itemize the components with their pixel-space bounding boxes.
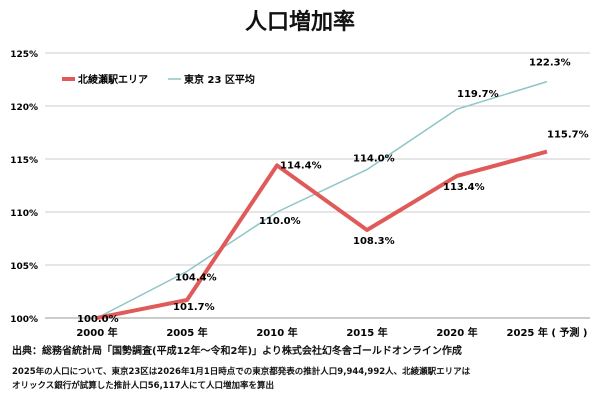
series-line [96,149,548,320]
x-tick-label: 2025 年 ( 予測 ) [507,326,588,339]
source-text: 出典：総務省統計局「国勢調査(平成12年～令和2年)」より株式会社幻冬舎ゴールド… [12,346,462,357]
legend-label: 東京 23 区平均 [184,73,255,86]
note-line-2: オリックス銀行が試算した推計人口56,117人にて人口増加率を算出 [12,381,275,391]
chart-title: 人口増加率 [244,10,355,35]
data-label: 119.7% [457,89,499,100]
series-line [96,80,548,319]
x-tick-label: 2015 年 [346,326,387,339]
data-label: 114.4% [280,160,322,171]
data-label: 122.3% [529,58,571,69]
line-chart: 100% 105% 110% 115% 120% 125% 2000 年 2005 年 2010… [10,50,590,339]
x-tick-label: 2000 年 [76,326,117,339]
data-label: 113.4% [443,182,485,193]
y-tick-label: 100% [10,315,38,325]
data-label: 101.7% [173,302,215,313]
y-tick-label: 110% [10,209,38,219]
x-tick-label: 2020 年 [436,326,477,339]
data-label: 100.0% [77,314,119,325]
y-tick-label: 115% [10,156,38,166]
legend-label: 北綾瀬駅エリア [78,73,148,86]
data-label: 110.0% [259,216,301,227]
y-tick-label: 105% [10,262,38,272]
x-tick-label: 2005 年 [166,326,207,339]
data-label: 114.0% [353,154,395,165]
y-tick-label: 125% [10,50,38,60]
data-label: 104.4% [175,272,217,283]
data-label: 115.7% [547,130,589,141]
note-line-1: 2025年の人口について、東京23区は2026年1月1日時点での東京都発表の推計… [12,367,471,377]
data-label: 108.3% [353,236,395,247]
y-tick-label: 120% [10,103,38,113]
x-tick-label: 2010 年 [256,326,297,339]
